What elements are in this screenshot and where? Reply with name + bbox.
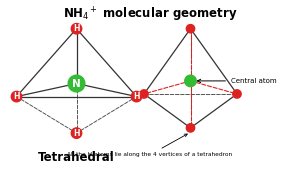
Text: All the H-atoms lie along the 4 vertices of a tetrahedron: All the H-atoms lie along the 4 vertices… <box>68 134 232 157</box>
Ellipse shape <box>131 91 142 102</box>
Text: H: H <box>13 92 20 101</box>
Ellipse shape <box>68 75 85 92</box>
Ellipse shape <box>140 90 148 98</box>
Ellipse shape <box>233 90 241 98</box>
Text: H: H <box>73 24 80 33</box>
Text: H: H <box>73 129 80 138</box>
Ellipse shape <box>71 128 82 138</box>
Ellipse shape <box>186 25 195 33</box>
Text: N: N <box>72 78 81 89</box>
Ellipse shape <box>11 91 22 102</box>
Text: H: H <box>133 92 140 101</box>
Ellipse shape <box>71 23 82 34</box>
Ellipse shape <box>185 75 196 87</box>
Text: NH$_4$$^+$ molecular geometry: NH$_4$$^+$ molecular geometry <box>63 5 237 23</box>
Ellipse shape <box>186 124 195 132</box>
Text: Tetrahedral: Tetrahedral <box>38 151 115 164</box>
Text: Central atom: Central atom <box>197 78 277 84</box>
